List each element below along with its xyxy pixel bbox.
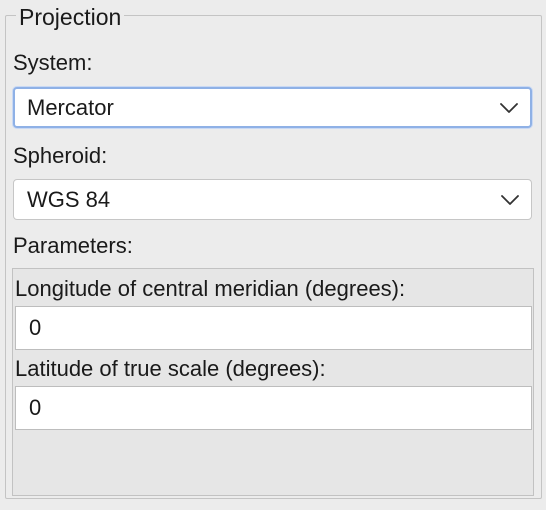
spheroid-label: Spheroid: bbox=[13, 143, 107, 169]
system-label: System: bbox=[13, 50, 92, 76]
spheroid-dropdown[interactable]: WGS 84 bbox=[13, 179, 532, 220]
parameters-box bbox=[12, 268, 534, 496]
longitude-label: Longitude of central meridian (degrees): bbox=[15, 276, 405, 302]
system-dropdown[interactable]: Mercator bbox=[13, 87, 532, 128]
projection-group-title: Projection bbox=[16, 3, 124, 31]
chevron-down-icon bbox=[501, 195, 519, 205]
parameters-label: Parameters: bbox=[13, 233, 133, 259]
latitude-input[interactable]: 0 bbox=[15, 386, 532, 430]
chevron-down-icon bbox=[500, 103, 518, 113]
system-dropdown-value: Mercator bbox=[27, 89, 114, 126]
longitude-input[interactable]: 0 bbox=[15, 306, 532, 350]
spheroid-dropdown-value: WGS 84 bbox=[27, 180, 110, 219]
latitude-label: Latitude of true scale (degrees): bbox=[15, 356, 326, 382]
